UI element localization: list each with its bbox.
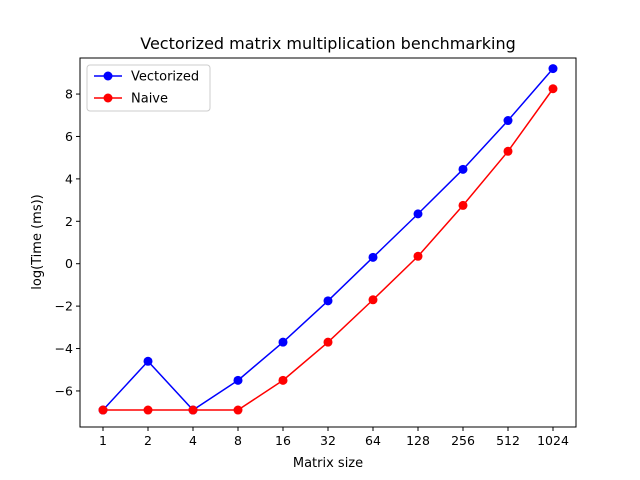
- y-tick-label--2: −2: [55, 299, 73, 314]
- legend-marker-vectorized: [103, 71, 113, 81]
- data-point-vectorized-32: [323, 296, 333, 306]
- x-tick-label-64: 64: [365, 433, 381, 448]
- data-point-naive-512: [503, 146, 513, 156]
- x-tick-label-1024: 1024: [537, 433, 569, 448]
- data-point-naive-256: [458, 200, 468, 210]
- data-point-naive-32: [323, 337, 333, 347]
- data-point-naive-64: [368, 295, 378, 305]
- legend-label-naive: Naive: [131, 92, 168, 107]
- x-tick-label-256: 256: [451, 433, 475, 448]
- legend-marker-naive: [103, 93, 113, 103]
- data-point-vectorized-8: [233, 375, 243, 385]
- data-point-naive-128: [413, 251, 423, 261]
- legend-label-vectorized: Vectorized: [131, 70, 199, 85]
- data-point-naive-1024: [548, 84, 558, 94]
- data-point-vectorized-256: [458, 164, 468, 174]
- x-tick-label-1: 1: [99, 433, 107, 448]
- y-tick-label-2: 2: [65, 214, 73, 229]
- x-tick-label-8: 8: [234, 433, 242, 448]
- y-axis-label: log(Time (ms)): [30, 194, 45, 290]
- data-point-vectorized-512: [503, 116, 513, 126]
- x-tick-label-4: 4: [189, 433, 197, 448]
- data-point-naive-16: [278, 375, 288, 385]
- plot-area: 1 2 4 8 16 32 64 128 256 512 1024 −6 −4 −2 0 2 4 6 8: [55, 57, 577, 448]
- data-point-naive-4: [188, 405, 198, 415]
- y-tick-label-6: 6: [65, 129, 73, 144]
- x-tick-label-128: 128: [406, 433, 430, 448]
- data-point-naive-2: [143, 405, 153, 415]
- data-point-vectorized-1024: [548, 64, 558, 74]
- y-tick-label--4: −4: [55, 341, 73, 356]
- x-tick-label-16: 16: [275, 433, 291, 448]
- y-tick-label--6: −6: [55, 383, 73, 398]
- data-point-vectorized-16: [278, 337, 288, 347]
- data-point-vectorized-64: [368, 252, 378, 262]
- y-tick-label-4: 4: [65, 171, 73, 186]
- x-tick-label-512: 512: [496, 433, 520, 448]
- y-tick-label-0: 0: [65, 256, 73, 271]
- legend: Vectorized Naive: [86, 64, 211, 112]
- data-point-vectorized-2: [143, 356, 153, 366]
- data-point-naive-1: [98, 405, 108, 415]
- x-axis-label: Matrix size: [293, 456, 363, 471]
- data-point-naive-8: [233, 405, 243, 415]
- y-tick-label-8: 8: [65, 87, 73, 102]
- chart-title: Vectorized matrix multiplication benchma…: [140, 34, 515, 53]
- x-tick-label-32: 32: [320, 433, 336, 448]
- data-point-vectorized-128: [413, 209, 423, 219]
- x-tick-label-2: 2: [144, 433, 152, 448]
